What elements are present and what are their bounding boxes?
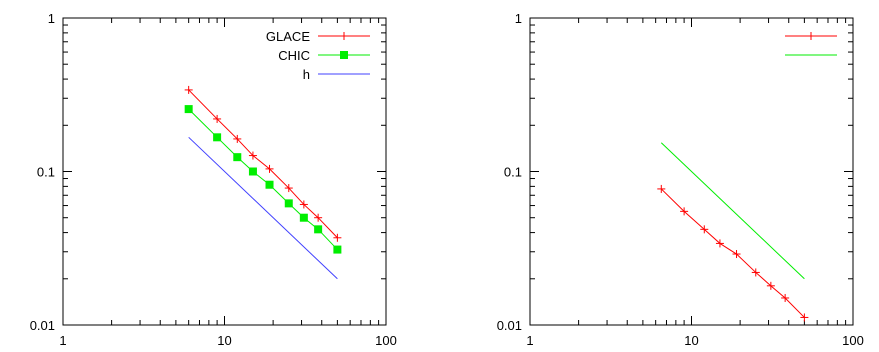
data-point bbox=[314, 213, 323, 222]
legend-marker bbox=[340, 51, 348, 59]
data-point bbox=[700, 225, 709, 234]
legend bbox=[785, 32, 837, 56]
data-point bbox=[248, 151, 257, 160]
y-tick-label: 1 bbox=[48, 11, 55, 26]
legend: GLACE CHIC h bbox=[266, 29, 370, 82]
legend-marker bbox=[807, 32, 815, 40]
data-point bbox=[265, 164, 274, 173]
data-point bbox=[184, 85, 193, 94]
data-point bbox=[333, 233, 342, 242]
data-point bbox=[233, 134, 242, 143]
series-line bbox=[660, 142, 805, 280]
data-point bbox=[213, 133, 222, 142]
data-point bbox=[715, 239, 724, 248]
x-tick-label: 10 bbox=[217, 333, 231, 348]
data-point bbox=[314, 225, 323, 234]
y-tick-label: 0.01 bbox=[30, 318, 55, 333]
data-point bbox=[284, 184, 293, 193]
data-point bbox=[751, 268, 760, 277]
data-point bbox=[213, 114, 222, 123]
data-point bbox=[800, 313, 809, 322]
series-chic bbox=[184, 105, 342, 254]
y-tick-label: 0.1 bbox=[37, 165, 55, 180]
series-h bbox=[188, 136, 338, 280]
data-point bbox=[184, 105, 193, 114]
series-2 bbox=[660, 142, 805, 280]
data-point bbox=[265, 180, 274, 189]
data-point bbox=[299, 200, 308, 209]
x-tick-label: 100 bbox=[375, 333, 397, 348]
chart-1: 1 10 100 0.01 0.1 1 GLACE CHIC h bbox=[30, 11, 397, 348]
chart-2: 1 10 100 0.01 0.1 1 bbox=[497, 11, 864, 348]
data-point bbox=[781, 293, 790, 302]
data-point bbox=[657, 184, 666, 193]
data-point bbox=[299, 213, 308, 222]
data-point bbox=[766, 281, 775, 290]
legend-label: h bbox=[303, 67, 310, 82]
data-point bbox=[284, 199, 293, 208]
x-tick-label: 10 bbox=[684, 333, 698, 348]
data-point bbox=[680, 207, 689, 216]
legend-label: GLACE bbox=[266, 29, 310, 44]
x-tick-label: 1 bbox=[526, 333, 533, 348]
series-glace bbox=[184, 85, 342, 242]
legend-label: CHIC bbox=[278, 48, 310, 63]
y-tick-label: 0.1 bbox=[504, 165, 522, 180]
y-tick-label: 0.01 bbox=[497, 318, 522, 333]
data-point bbox=[333, 245, 342, 254]
series-line bbox=[188, 136, 338, 280]
legend-marker bbox=[340, 32, 348, 40]
data-point bbox=[233, 153, 242, 162]
data-point bbox=[248, 167, 257, 176]
y-tick-label: 1 bbox=[515, 11, 522, 26]
series-1 bbox=[657, 184, 809, 322]
x-tick-label: 100 bbox=[842, 333, 864, 348]
x-tick-label: 1 bbox=[59, 333, 66, 348]
series-line bbox=[188, 89, 338, 239]
data-point bbox=[732, 250, 741, 259]
